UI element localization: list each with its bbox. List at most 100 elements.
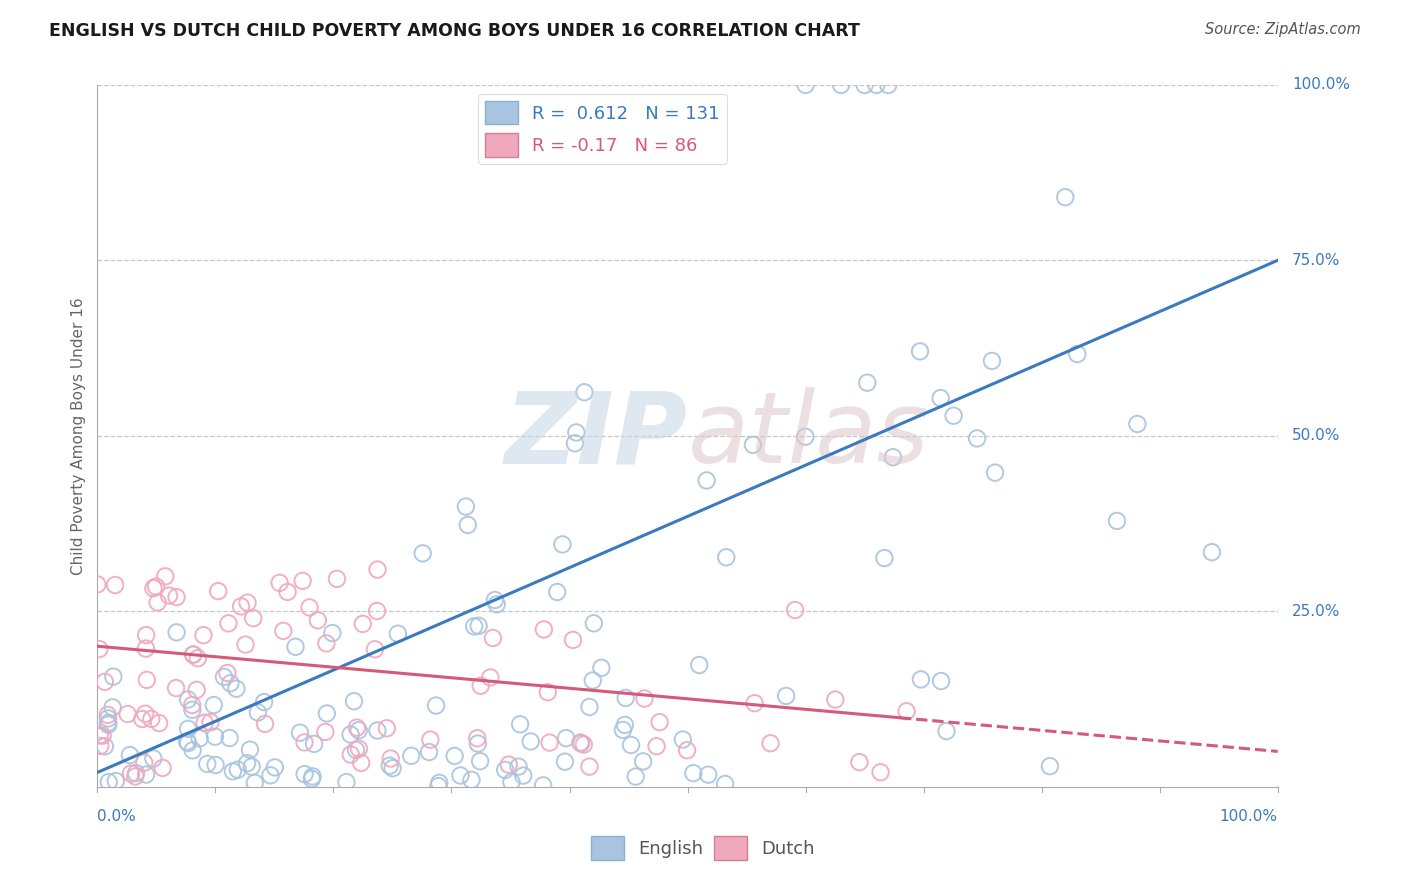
Point	[86, 577, 108, 591]
Point	[103, 670, 125, 684]
Point	[352, 616, 374, 631]
Point	[519, 734, 541, 748]
Point	[187, 651, 209, 665]
Point	[269, 575, 291, 590]
Point	[546, 585, 568, 599]
Point	[591, 661, 613, 675]
Point	[218, 731, 240, 745]
Text: atlas: atlas	[688, 387, 929, 484]
Point	[177, 692, 200, 706]
Point	[427, 779, 450, 793]
Point	[315, 706, 337, 721]
Point	[181, 648, 204, 662]
Point	[531, 778, 554, 792]
Text: 25.0%: 25.0%	[1292, 604, 1340, 619]
Point	[166, 625, 188, 640]
Point	[165, 681, 187, 695]
Point	[181, 648, 204, 662]
Point	[467, 619, 489, 633]
Point	[612, 723, 634, 737]
Point	[463, 619, 485, 633]
Point	[562, 632, 585, 647]
Point	[101, 700, 124, 714]
Point	[366, 563, 388, 577]
Point	[263, 760, 285, 774]
Point	[1126, 417, 1149, 431]
Legend: English, Dutch: English, Dutch	[583, 830, 823, 867]
Point	[380, 751, 402, 765]
Point	[346, 721, 368, 735]
Point	[672, 732, 695, 747]
Point	[145, 580, 167, 594]
Point	[229, 599, 252, 614]
Point	[104, 578, 127, 592]
Point	[294, 767, 316, 781]
Point	[633, 691, 655, 706]
Point	[470, 679, 492, 693]
Point	[288, 725, 311, 739]
Point	[344, 743, 367, 757]
Point	[366, 723, 388, 738]
Point	[117, 706, 139, 721]
Point	[419, 732, 441, 747]
Point	[485, 597, 508, 611]
Point	[775, 689, 797, 703]
Point	[697, 767, 720, 781]
Point	[457, 517, 479, 532]
Point	[966, 431, 988, 445]
Point	[676, 743, 699, 757]
Point	[981, 354, 1004, 368]
Point	[142, 751, 165, 765]
Point	[1201, 545, 1223, 559]
Point	[97, 715, 120, 730]
Point	[124, 769, 146, 783]
Point	[533, 623, 555, 637]
Point	[613, 718, 636, 732]
Point	[1105, 514, 1128, 528]
Point	[94, 674, 117, 689]
Point	[97, 707, 120, 722]
Point	[181, 703, 204, 717]
Point	[339, 727, 361, 741]
Point	[716, 550, 738, 565]
Point	[134, 756, 156, 770]
Point	[91, 729, 114, 743]
Point	[501, 775, 523, 789]
Point	[321, 626, 343, 640]
Point	[97, 775, 120, 789]
Point	[759, 736, 782, 750]
Legend: R =  0.612   N = 131, R = -0.17   N = 86: R = 0.612 N = 131, R = -0.17 N = 86	[478, 94, 727, 164]
Point	[343, 694, 366, 708]
Point	[142, 581, 165, 595]
Point	[225, 681, 247, 696]
Point	[155, 569, 177, 583]
Point	[120, 766, 142, 780]
Point	[135, 641, 157, 656]
Point	[465, 731, 488, 746]
Point	[508, 759, 530, 773]
Point	[378, 758, 401, 772]
Point	[848, 755, 870, 769]
Point	[193, 628, 215, 642]
Point	[856, 376, 879, 390]
Point	[853, 78, 876, 92]
Point	[824, 692, 846, 706]
Point	[347, 723, 370, 738]
Text: 0.0%: 0.0%	[97, 809, 136, 824]
Point	[194, 715, 217, 730]
Point	[134, 706, 156, 721]
Point	[574, 385, 596, 400]
Point	[188, 731, 211, 746]
Point	[302, 737, 325, 751]
Point	[125, 766, 148, 780]
Text: Source: ZipAtlas.com: Source: ZipAtlas.com	[1205, 22, 1361, 37]
Point	[873, 551, 896, 566]
Point	[578, 759, 600, 773]
Point	[785, 603, 807, 617]
Point	[315, 636, 337, 650]
Point	[714, 777, 737, 791]
Point	[350, 756, 373, 770]
Point	[1039, 759, 1062, 773]
Point	[181, 743, 204, 757]
Point	[565, 425, 588, 440]
